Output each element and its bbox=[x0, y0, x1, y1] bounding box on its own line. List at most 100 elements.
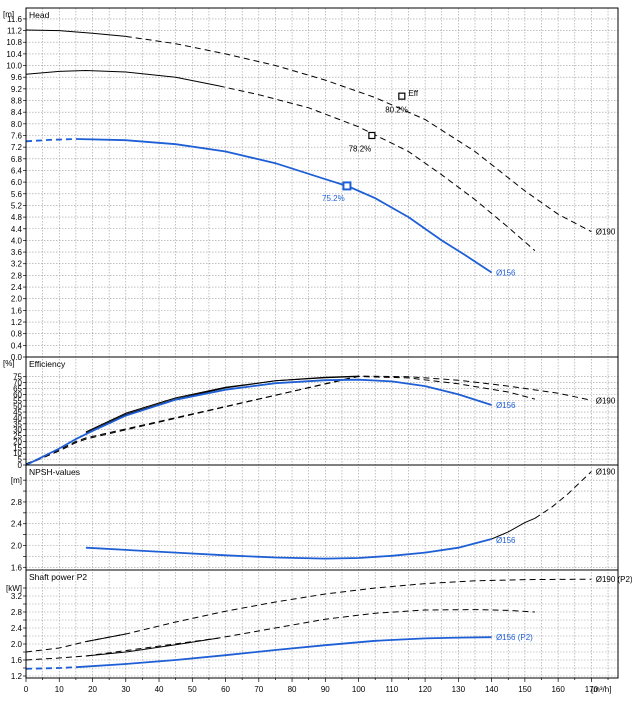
y-tick-label-efficiency: 20 bbox=[13, 437, 22, 446]
y-tick-label-power: 3.2 bbox=[11, 592, 23, 601]
curve-label-npsh-1: Ø156 bbox=[496, 536, 516, 545]
curve-solid-efficiency-2 bbox=[25, 378, 492, 466]
curve-label-head-2: Ø156 bbox=[496, 268, 516, 277]
x-tick-label: 20 bbox=[88, 685, 97, 694]
curve-label-head-0: Ø190 bbox=[596, 228, 616, 237]
y-tick-label-head: 2.8 bbox=[11, 271, 23, 280]
x-tick-label: 140 bbox=[485, 685, 499, 694]
x-tick-label: 160 bbox=[551, 685, 565, 694]
panel-frame-efficiency bbox=[25, 356, 619, 466]
y-tick-label-efficiency: 55 bbox=[13, 396, 22, 405]
y-tick-label-npsh: 1.6 bbox=[11, 563, 23, 572]
x-tick-label: 150 bbox=[518, 685, 532, 694]
y-tick-label-efficiency: 35 bbox=[13, 420, 22, 429]
y-tick-label-power: 1.2 bbox=[11, 672, 23, 681]
efficiency-point-label: 78.2% bbox=[349, 145, 372, 154]
y-tick-label-head: 7.2 bbox=[11, 143, 23, 152]
y-tick-label-efficiency: 50 bbox=[13, 402, 22, 411]
y-tick-label-head: 1.6 bbox=[11, 306, 23, 315]
x-tick-label: 110 bbox=[385, 685, 398, 694]
y-tick-label-head: 5.6 bbox=[11, 190, 23, 199]
x-tick-label: 10 bbox=[55, 685, 64, 694]
unit-label-efficiency: [%] bbox=[3, 359, 15, 368]
y-tick-label-power: 2.0 bbox=[11, 640, 23, 649]
curve-label-efficiency-0: Ø190 bbox=[596, 396, 616, 405]
x-tick-label: 0 bbox=[24, 685, 29, 694]
y-tick-label-head: 9.2 bbox=[11, 85, 23, 94]
unit-label-head: [m] bbox=[3, 10, 14, 19]
x-tick-label: 70 bbox=[254, 685, 263, 694]
y-tick-label-efficiency: 60 bbox=[13, 390, 22, 399]
y-tick-label-npsh: 2.0 bbox=[11, 542, 23, 551]
y-tick-label-head: 2.4 bbox=[11, 283, 23, 292]
x-tick-label: 50 bbox=[188, 685, 197, 694]
x-tick-label: 170 bbox=[585, 685, 599, 694]
curve-dashed-head-0 bbox=[125, 35, 592, 233]
panel-title-power: Shaft power P2 bbox=[29, 572, 87, 582]
panel-title-head: Head bbox=[29, 10, 50, 20]
y-tick-label-npsh: 2.4 bbox=[11, 520, 23, 529]
y-tick-label-head: 10.0 bbox=[6, 62, 22, 71]
panel-title-npsh: NPSH-values bbox=[29, 467, 80, 477]
x-tick-label: 120 bbox=[418, 685, 432, 694]
y-tick-label-power: [kW] bbox=[6, 584, 22, 593]
y-tick-label-head: 7.6 bbox=[11, 131, 23, 140]
y-tick-label-efficiency: 5 bbox=[18, 455, 23, 464]
curve-solid-power-1 bbox=[85, 637, 219, 657]
y-tick-label-head: 6.4 bbox=[11, 166, 23, 175]
y-tick-label-head: 8.8 bbox=[11, 97, 23, 106]
panel-frame-npsh bbox=[25, 464, 619, 571]
panel-title-efficiency: Efficiency bbox=[29, 359, 66, 369]
y-tick-label-head: 6.8 bbox=[11, 155, 23, 164]
x-tick-label: 90 bbox=[321, 685, 330, 694]
y-tick-label-head: 3.2 bbox=[11, 260, 23, 269]
y-tick-label-npsh: 2.8 bbox=[11, 498, 23, 507]
curve-label-efficiency-2: Ø156 bbox=[496, 401, 516, 410]
x-tick-label: 30 bbox=[121, 685, 130, 694]
y-tick-label-head: 0.8 bbox=[11, 330, 23, 339]
curve-solid-efficiency-0 bbox=[85, 375, 359, 434]
curve-solid-power-0 bbox=[85, 633, 126, 643]
y-tick-label-head: 6.0 bbox=[11, 178, 23, 187]
y-tick-label-power: 1.6 bbox=[11, 656, 23, 665]
curve-solid-npsh-0 bbox=[491, 517, 536, 540]
y-tick-label-efficiency: 45 bbox=[13, 408, 22, 417]
y-tick-label-efficiency: 40 bbox=[13, 414, 22, 423]
y-tick-label-head: 3.6 bbox=[11, 248, 23, 257]
x-tick-label: 100 bbox=[352, 685, 366, 694]
y-tick-label-head: 10.4 bbox=[6, 50, 22, 59]
y-tick-label-efficiency: 25 bbox=[13, 432, 22, 441]
curve-label-power-2: Ø156 (P2) bbox=[496, 633, 533, 642]
y-tick-label-head: 2.0 bbox=[11, 295, 23, 304]
curve-dashed-power-1 bbox=[25, 609, 535, 661]
efficiency-point-marker bbox=[368, 131, 376, 140]
curve-solid-head-0 bbox=[25, 29, 126, 37]
y-tick-label-head: 11.2 bbox=[7, 27, 23, 36]
y-tick-label-head: 4.0 bbox=[11, 236, 23, 245]
y-tick-label-head: 0.4 bbox=[11, 341, 23, 350]
y-tick-label-efficiency: 10 bbox=[13, 449, 22, 458]
y-tick-label-head: 5.2 bbox=[11, 201, 23, 210]
curve-solid-head-1 bbox=[25, 69, 219, 87]
curve-label-npsh-0: Ø190 bbox=[596, 467, 616, 476]
efficiency-point-marker bbox=[398, 92, 406, 100]
curve-solid-efficiency-1 bbox=[85, 376, 359, 433]
x-tick-label: 80 bbox=[288, 685, 297, 694]
curve-dashed-efficiency-1 bbox=[25, 375, 536, 465]
x-tick-label: 40 bbox=[155, 685, 164, 694]
efficiency-point-marker bbox=[342, 181, 352, 191]
x-tick-label: 60 bbox=[221, 685, 230, 694]
curve-dashed-head-1 bbox=[218, 85, 536, 251]
efficiency-point-label: 75.2% bbox=[322, 194, 345, 203]
x-tick-label: 130 bbox=[452, 685, 466, 694]
y-tick-label-head: 4.4 bbox=[11, 225, 23, 234]
panel-frame-power bbox=[25, 569, 619, 679]
y-tick-label-efficiency: 15 bbox=[13, 443, 22, 452]
y-tick-label-head: 10.8 bbox=[6, 38, 22, 47]
x-axis-unit: [m³/h] bbox=[591, 685, 611, 694]
y-tick-label-efficiency: 30 bbox=[13, 426, 22, 435]
y-tick-label-head: 4.8 bbox=[11, 213, 23, 222]
y-tick-label-efficiency: 70 bbox=[13, 379, 22, 388]
curve-solid-power-2 bbox=[75, 636, 492, 669]
y-tick-label-head: 1.2 bbox=[11, 318, 23, 327]
